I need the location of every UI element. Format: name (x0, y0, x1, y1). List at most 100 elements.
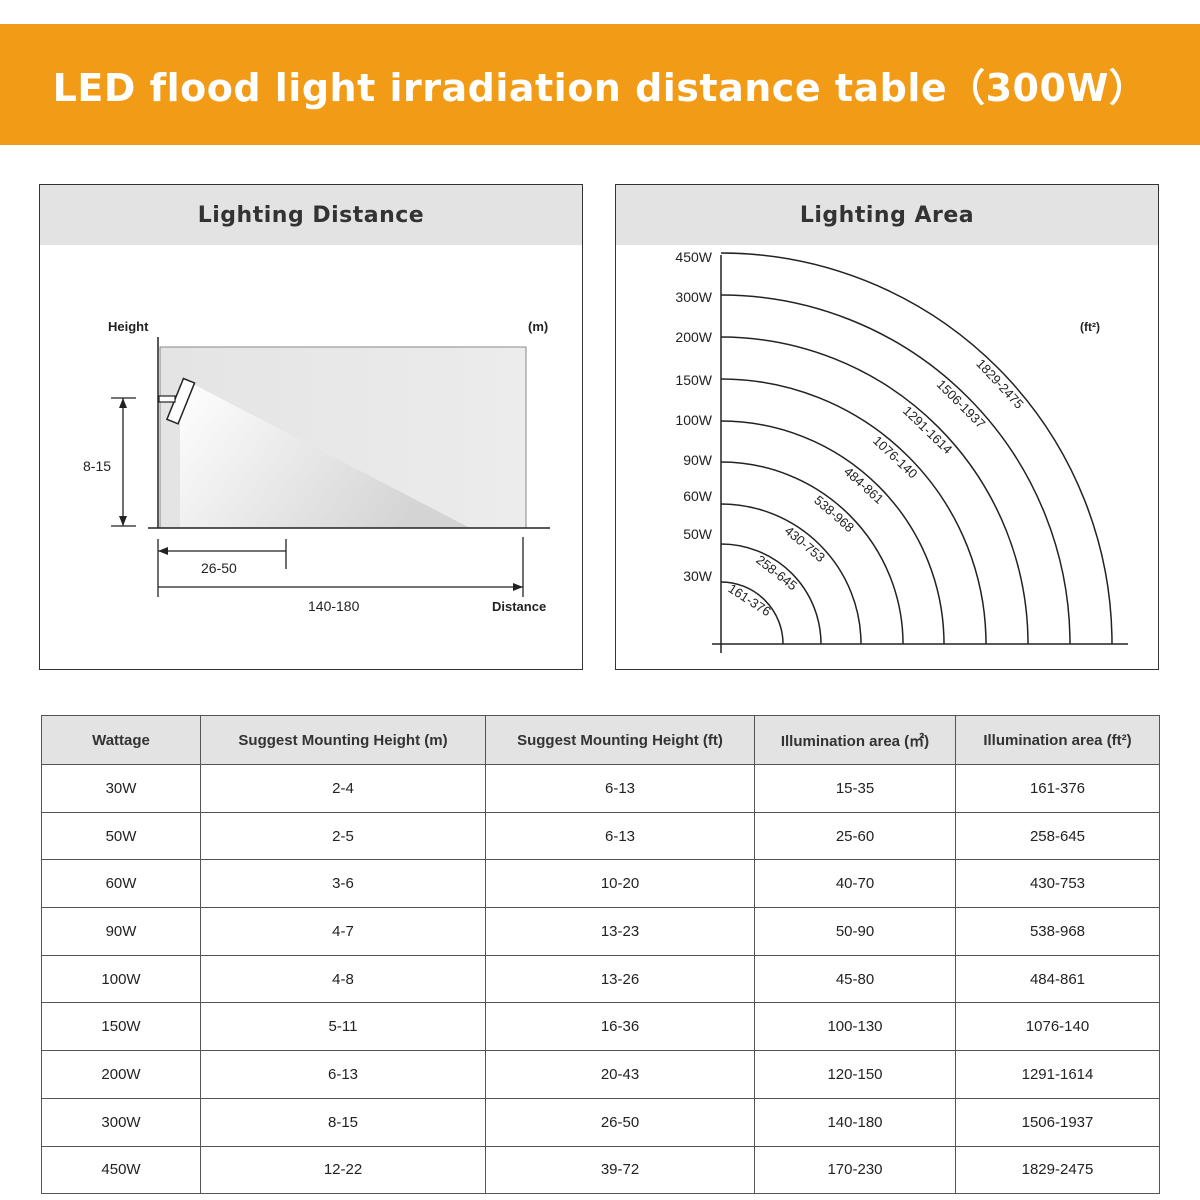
area-ring (720, 420, 945, 645)
table-cell: 26-50 (485, 1097, 755, 1147)
ring-area-label: 1076-140 (870, 433, 920, 481)
ring-wattage-label: 30W (683, 568, 713, 584)
table-cell: 6-13 (200, 1050, 486, 1099)
lighting-area-heading: Lighting Area (616, 185, 1158, 245)
ring-area-label: 1291-1614 (900, 403, 955, 457)
table-row: 60W 3-6 10-20 40-70 430-753 (41, 859, 1160, 909)
ring-area-label: 161-376 (725, 581, 773, 620)
table-cell: 50W (41, 811, 201, 861)
ring-area-label: 538-968 (811, 492, 857, 535)
light-beam (180, 381, 470, 528)
lighting-distance-panel: Lighting Distance (39, 184, 583, 670)
table-cell: 12-22 (200, 1145, 486, 1195)
table-row: 90W 4-7 13-23 50-90 538-968 (41, 907, 1160, 956)
ring-wattage-label: 300W (675, 289, 712, 305)
table-cell: 430-753 (955, 859, 1160, 909)
area-ring (720, 543, 822, 645)
table-cell: 200W (41, 1050, 201, 1099)
near-distance-label: 26-50 (201, 560, 237, 576)
table-cell: 3-6 (200, 859, 486, 909)
ring-wattage-label: 50W (683, 526, 713, 542)
lighting-area-diagram: 30W 161-376 50W 258-645 60W 430-753 90W 538-968… (675, 249, 1128, 653)
table-row: 100W 4-8 13-26 45-80 484-861 (41, 954, 1160, 1004)
table-cell: 45-80 (754, 954, 956, 1004)
table-cell: 6-13 (485, 764, 755, 813)
height-range-label: 8-15 (83, 458, 111, 474)
table-cell: 538-968 (955, 907, 1160, 956)
table-cell: 1829-2475 (955, 1145, 1160, 1195)
title-banner: LED flood light irradiation distance tab… (0, 24, 1200, 145)
area-unit-label: (ft²) (1080, 320, 1100, 334)
area-ring (720, 581, 784, 645)
table-cell: 6-13 (485, 811, 755, 861)
ring-area-label: 1829-2475 (973, 356, 1026, 412)
table-cell: 4-8 (200, 954, 486, 1004)
ring-area-label: 484-861 (841, 464, 886, 507)
ring-wattage-label: 60W (683, 488, 713, 504)
table-cell: 100W (41, 954, 201, 1004)
ring-wattage-label: 150W (675, 372, 712, 388)
ring-wattage-label: 450W (675, 249, 712, 265)
table-cell: 300W (41, 1097, 201, 1147)
table-cell: 150W (41, 1002, 201, 1052)
table-cell: 5-11 (200, 1002, 486, 1052)
table-cell: 161-376 (955, 764, 1160, 813)
table-cell: 1076-140 (955, 1002, 1160, 1052)
table-cell: 2-5 (200, 811, 486, 861)
table-cell: 1506-1937 (955, 1097, 1160, 1147)
table-row: 50W 2-5 6-13 25-60 258-645 (41, 811, 1160, 861)
table-cell: 39-72 (485, 1145, 755, 1195)
ring-area-label: 430-753 (782, 523, 828, 565)
lighting-area-panel: Lighting Area 30W 161-376 50W 258-645 60W 430… (615, 184, 1159, 670)
table-cell: 15-35 (754, 764, 956, 813)
table-cell: 2-4 (200, 764, 486, 813)
distance-label: Distance (492, 599, 546, 614)
table-cell: 40-70 (754, 859, 956, 909)
table-row: 30W 2-4 6-13 15-35 161-376 (41, 764, 1160, 813)
table-cell: 30W (41, 764, 201, 813)
table-cell: 90W (41, 907, 201, 956)
table-cell: 50-90 (754, 907, 956, 956)
table-cell: 120-150 (754, 1050, 956, 1099)
table-cell: 140-180 (754, 1097, 956, 1147)
area-ring (720, 378, 987, 645)
table-header-row: Wattage Suggest Mounting Height (m) Sugges… (41, 715, 1160, 765)
area-ring (720, 503, 862, 645)
area-ring (720, 461, 904, 645)
ring-area-label: 258-645 (753, 552, 800, 593)
table-row: 150W 5-11 16-36 100-130 1076-140 (41, 1002, 1160, 1052)
table-cell: 60W (41, 859, 201, 909)
table-cell: 170-230 (754, 1145, 956, 1195)
area-ring (720, 252, 1113, 645)
table-cell: 20-43 (485, 1050, 755, 1099)
table-header-cell: Wattage (41, 715, 201, 765)
table-header-cell: Suggest Mounting Height (ft) (485, 715, 755, 765)
far-distance-label: 140-180 (308, 598, 360, 614)
lighting-distance-heading: Lighting Distance (40, 185, 582, 245)
unit-label: (m) (528, 319, 548, 334)
table-row: 200W 6-13 20-43 120-150 1291-1614 (41, 1050, 1160, 1099)
ring-wattage-label: 90W (683, 452, 713, 468)
ring-area-label: 1506-1937 (934, 377, 989, 432)
page-title: LED flood light irradiation distance tab… (52, 66, 1148, 110)
specification-table: Wattage Suggest Mounting Height (m) Sugges… (41, 715, 1160, 1195)
table-header-cell: Illumination area (㎡) (754, 715, 956, 765)
table-cell: 100-130 (754, 1002, 956, 1052)
table-row: 450W 12-22 39-72 170-230 1829-2475 (41, 1145, 1160, 1195)
area-ring (720, 294, 1071, 645)
area-ring (720, 336, 1029, 645)
lamp-bracket-icon (158, 395, 176, 403)
table-cell: 258-645 (955, 811, 1160, 861)
ring-wattage-label: 100W (675, 412, 712, 428)
table-cell: 16-36 (485, 1002, 755, 1052)
table-cell: 450W (41, 1145, 201, 1195)
table-cell: 25-60 (754, 811, 956, 861)
table-header-cell: Illumination area (ft²) (955, 715, 1160, 765)
table-cell: 13-26 (485, 954, 755, 1004)
table-cell: 8-15 (200, 1097, 486, 1147)
ring-wattage-label: 200W (675, 329, 712, 345)
table-cell: 4-7 (200, 907, 486, 956)
table-cell: 484-861 (955, 954, 1160, 1004)
table-cell: 1291-1614 (955, 1050, 1160, 1099)
table-header-cell: Suggest Mounting Height (m) (200, 715, 486, 765)
